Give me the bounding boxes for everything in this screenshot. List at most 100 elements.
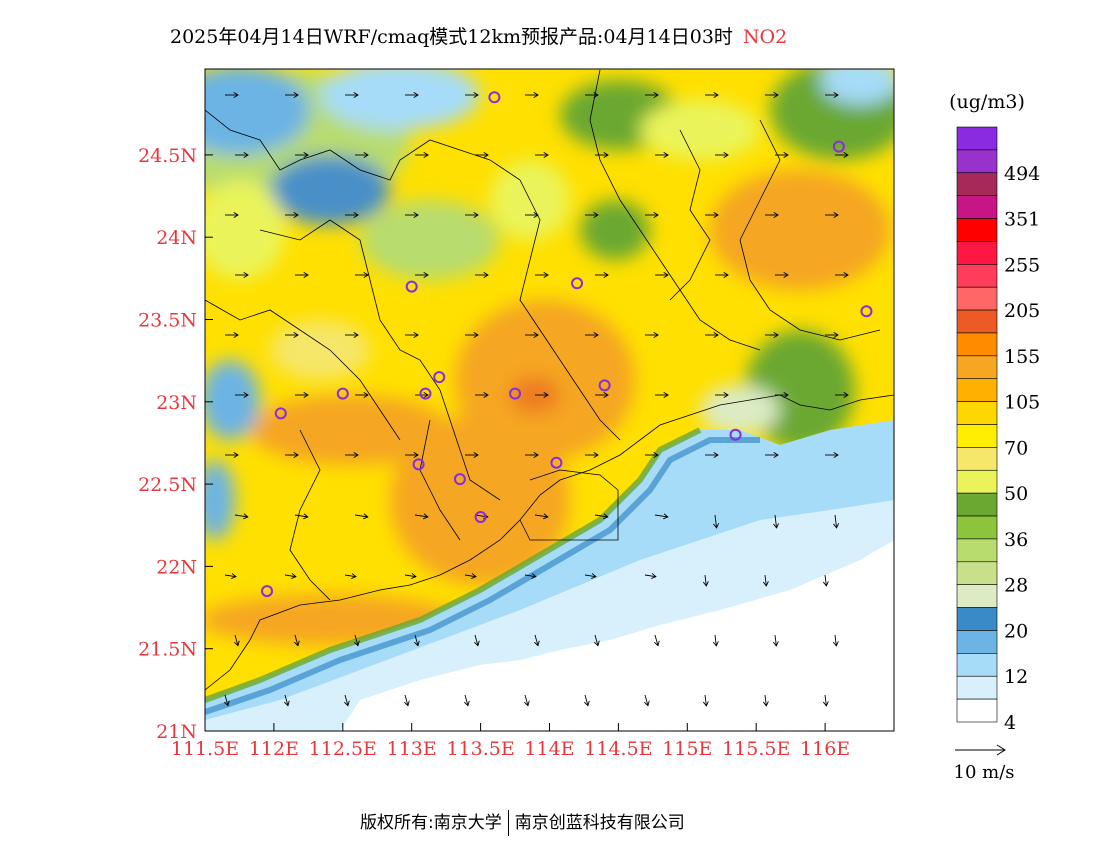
lon-tick-label: 115.5E — [722, 738, 790, 760]
wind-arrow-head — [833, 92, 839, 98]
legend-label: 36 — [1004, 529, 1028, 551]
wind-arrow-head — [543, 152, 549, 158]
lon-tick-label: 111.5E — [171, 738, 239, 760]
wind-arrow-head — [713, 523, 720, 529]
legend-unit: (ug/m3) — [949, 91, 1025, 113]
wind-arrow-head — [483, 152, 489, 158]
wind-arrow-head — [533, 92, 539, 98]
lat-tick-label: 24N — [156, 227, 197, 249]
legend-swatch — [956, 126, 998, 151]
wind-arrow — [524, 694, 529, 706]
wind-arrow-head — [653, 332, 659, 338]
wind-arrow-head — [293, 212, 299, 218]
wind-arrow-head — [543, 272, 549, 278]
station-marker — [488, 91, 501, 104]
wind-arrow — [404, 574, 416, 578]
wind-arrow-head — [413, 332, 419, 338]
wind-arrow-head — [234, 640, 240, 647]
wind-arrow-head — [363, 152, 369, 158]
wind-arrow-head — [233, 212, 239, 218]
wind-arrow-head — [773, 452, 779, 458]
copyright-footer: 版权所有:南京大学 南京创蓝科技有限公司 — [360, 808, 685, 836]
legend-swatch — [956, 607, 998, 631]
wind-arrow-head — [351, 573, 357, 579]
station-marker — [598, 379, 611, 392]
wind-arrow-head — [293, 452, 299, 458]
wind-arrow — [524, 574, 536, 578]
wind-arrow — [584, 574, 596, 578]
wind-arrow — [764, 574, 767, 586]
wind-arrow-head — [224, 700, 230, 707]
wind-arrow-head — [843, 272, 849, 278]
copyright-company: 南京创蓝科技有限公司 — [514, 813, 685, 833]
wind-arrow — [764, 694, 767, 706]
station-marker — [433, 371, 446, 384]
wind-arrow-head — [833, 523, 840, 529]
wind-arrow — [464, 574, 476, 578]
wind-arrow — [404, 694, 409, 706]
legend-swatch — [956, 195, 998, 219]
station-marker — [405, 280, 418, 293]
wind-arrow — [654, 634, 659, 646]
legend-swatch — [956, 653, 998, 677]
wind-arrow — [644, 694, 649, 706]
wind-arrow — [584, 694, 589, 706]
legend-swatch — [956, 469, 998, 494]
footer-divider — [507, 810, 509, 836]
wind-arrow-head — [473, 92, 479, 98]
wind-arrow-head — [702, 701, 709, 707]
legend-swatch — [956, 561, 998, 585]
wind-arrow-head — [531, 573, 537, 579]
wind-arrow — [344, 694, 349, 706]
legend-label: 20 — [1004, 620, 1028, 642]
wind-arrow-head — [473, 212, 479, 218]
map-axes: 111.5E 112E 112.5E 113E 113.5E 114E 114.5E 115E… — [138, 145, 850, 760]
legend-label: 70 — [1004, 437, 1028, 459]
wind-arrow-head — [833, 332, 839, 338]
wind-arrow-head — [413, 212, 419, 218]
wind-arrow — [774, 634, 777, 646]
wind-arrow — [704, 574, 707, 586]
legend-swatch — [956, 492, 998, 517]
wind-arrow — [704, 694, 707, 706]
wind-arrow — [654, 514, 668, 518]
lat-tick-label: 21.5N — [138, 639, 197, 661]
wind-arrow-head — [414, 640, 420, 647]
wind-arrow-head — [464, 700, 470, 707]
lat-tick-label: 22.5N — [138, 474, 197, 496]
wind-arrow-head — [413, 92, 419, 98]
legend-swatch — [956, 630, 998, 654]
copyright-owner: 版权所有:南京大学 — [360, 813, 502, 833]
wind-arrow-head — [653, 212, 659, 218]
lon-tick-label: 115E — [662, 738, 712, 760]
wind-arrow-head — [822, 581, 829, 587]
wind-arrow-head — [533, 212, 539, 218]
wind-arrow-head — [423, 272, 429, 278]
wind-reference-label: 10 m/s — [954, 762, 1015, 783]
lat-tick-label: 22N — [156, 556, 197, 578]
wind-arrow-head — [483, 272, 489, 278]
wind-arrow — [354, 514, 368, 518]
wind-arrow-head — [593, 452, 599, 458]
wind-arrow-head — [243, 272, 249, 278]
wind-arrow-head — [353, 452, 359, 458]
wind-arrow-head — [534, 640, 540, 647]
wind-arrow-head — [773, 212, 779, 218]
wind-arrow — [224, 574, 236, 578]
lon-tick-label: 113.5E — [446, 738, 514, 760]
wind-arrow-head — [593, 332, 599, 338]
wind-arrow-head — [833, 452, 839, 458]
monitoring-stations — [261, 91, 873, 598]
legend-label: 155 — [1004, 346, 1040, 368]
legend-swatch — [956, 584, 998, 608]
wind-arrow-head — [303, 392, 309, 398]
wind-arrow — [464, 694, 469, 706]
lon-tick-label: 112E — [249, 738, 299, 760]
wind-arrow — [414, 514, 428, 518]
wind-arrow — [824, 694, 827, 706]
wind-arrow-head — [231, 573, 237, 579]
wind-arrow — [284, 694, 289, 706]
lat-tick-label: 23N — [156, 392, 197, 414]
wind-vectors — [224, 92, 849, 707]
wind-arrow-head — [723, 152, 729, 158]
